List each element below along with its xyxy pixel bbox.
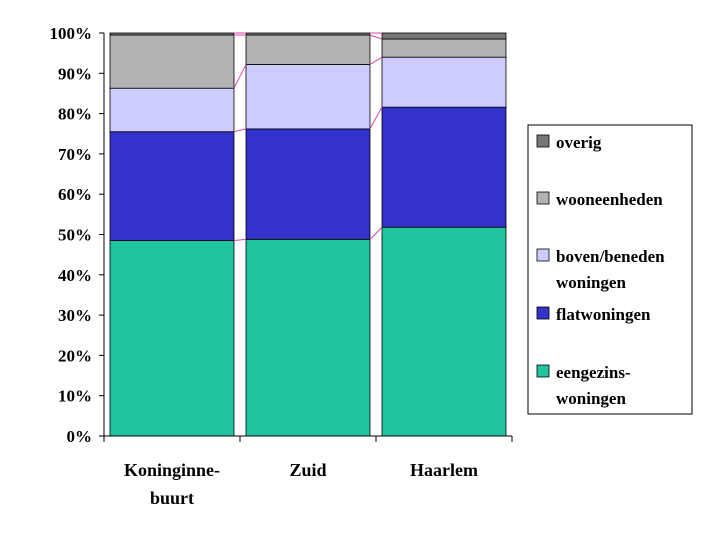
legend-swatch [536,191,550,205]
bar-segment-2-2 [381,56,507,108]
category-label-line: Haarlem [410,460,478,480]
legend-swatch [536,134,550,148]
y-tick-label: 90% [58,64,92,83]
category-label-line: buurt [150,488,194,508]
bars-layer [109,32,507,437]
bar-segment-4-2 [381,32,507,40]
bar-segment-1-0 [109,131,235,241]
y-tick-label: 0% [67,427,93,446]
legend-label-line: flatwoningen [556,305,651,324]
series-line-2-0 [233,64,247,89]
series-line-0-0 [233,238,247,242]
y-tick-label: 60% [58,185,92,204]
y-tick-label: 100% [50,24,93,43]
category-label: Koninginne-buurt [124,460,220,508]
legend-swatch [536,248,550,262]
category-label-line: Koninginne- [124,460,220,480]
legend: overig wooneenheden boven/beneden woningen f… [527,124,693,415]
y-tick-label: 70% [58,145,92,164]
bar-segment-4-0 [109,32,235,36]
y-tick-label: 80% [58,105,92,124]
series-line-3-1 [369,34,383,40]
bar-segment-3-0 [109,34,235,89]
bar-segment-3-1 [245,34,371,65]
bar-segment-0-2 [381,226,507,437]
bar-segment-4-1 [245,32,371,36]
legend-label: overig [556,133,602,152]
series-lines-layer [233,32,383,242]
series-line-2-1 [369,56,383,65]
legend-label-line: boven/beneden [556,247,665,266]
bar-segment-3-2 [381,38,507,58]
legend-swatch [536,364,550,378]
legend-swatch [536,306,550,320]
bar-segment-1-1 [245,128,371,240]
y-tick-label: 50% [58,226,92,245]
series-line-0-1 [369,226,383,240]
legend-box [527,124,693,415]
legend-label-line: wooneenheden [556,190,663,209]
bar-segment-1-2 [381,106,507,228]
axes: 0% 10% 20% 30% 40% 50% 60% 70% 80% 90% 100% Koningi… [50,24,513,508]
legend-label: flatwoningen [556,305,651,324]
y-tick-label: 10% [58,387,92,406]
bar-segment-0-1 [245,238,371,437]
y-tick-label: 40% [58,266,92,285]
legend-label: eengezins-woningen [556,363,631,408]
bar-segment-0-0 [109,240,235,437]
bar-segment-2-0 [109,87,235,133]
legend-label-line: woningen [556,389,626,408]
legend-label-line: eengezins- [556,363,631,382]
category-label-line: Zuid [289,460,326,480]
legend-label-line: overig [556,133,602,152]
category-label: Zuid [289,460,326,480]
legend-label-line: woningen [556,273,626,292]
series-line-1-1 [369,106,383,130]
legend-label: wooneenheden [556,190,663,209]
bar-segment-2-1 [245,64,371,130]
legend-label: boven/beneden woningen [556,247,665,292]
category-label: Haarlem [410,460,478,480]
y-tick-label: 30% [58,306,92,325]
y-tick-label: 20% [58,346,92,365]
series-line-1-0 [233,128,247,133]
